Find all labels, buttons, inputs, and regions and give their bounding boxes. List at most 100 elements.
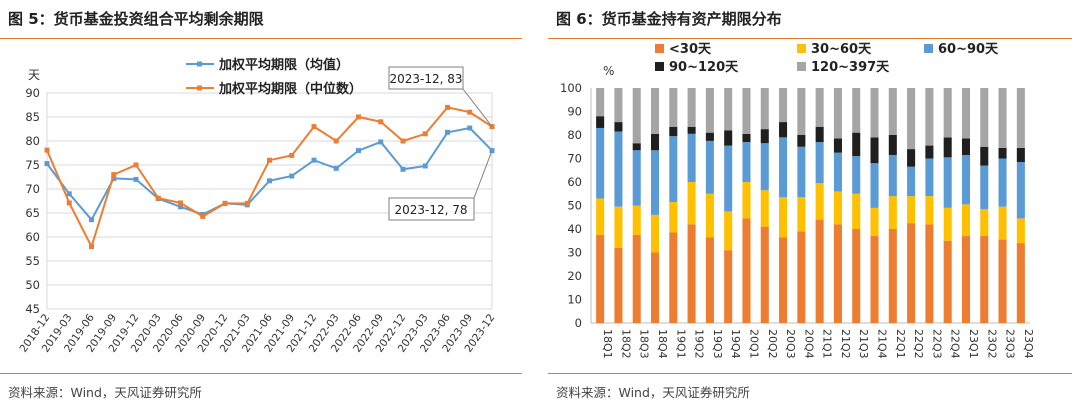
- chart-title-left: 图 5：货币基金投资组合平均剩余期限: [8, 10, 264, 28]
- title-rule-right: [548, 38, 1072, 39]
- right-panel: 图 6：货币基金持有资产期限分布 0 10 20 30 40 50 60 70 80 90 100%…: [548, 0, 1080, 414]
- bar-segment: [907, 166, 916, 197]
- callout-leader-bottom: [473, 150, 493, 199]
- bar-segment: [596, 198, 605, 235]
- bar-segment: [760, 190, 769, 227]
- legend-label: 加权平均期限（均值）: [218, 57, 349, 73]
- x-tick-label: 23Q1: [967, 329, 980, 359]
- bar-segment: [760, 129, 769, 144]
- bar-segment: [907, 88, 916, 150]
- x-tick-label: 23Q4: [1022, 329, 1035, 359]
- bar-segment: [998, 158, 1007, 207]
- data-point: [467, 125, 473, 131]
- bar-segment: [852, 132, 861, 157]
- bar-segment: [797, 231, 806, 323]
- legend-swatch: [924, 44, 933, 53]
- bar-segment: [888, 135, 897, 155]
- bar-segment: [888, 229, 897, 323]
- y-tick-label: 50: [567, 199, 582, 213]
- data-point: [311, 157, 317, 163]
- bar-segment: [687, 88, 696, 127]
- bar-segment: [632, 150, 641, 206]
- bar-segment: [870, 137, 879, 164]
- legend-swatch-marker: [197, 85, 202, 91]
- data-point: [133, 176, 139, 182]
- data-point: [155, 195, 161, 201]
- bar-segment: [925, 224, 934, 323]
- y-tick-label: 30: [567, 246, 582, 260]
- bottom-rule-right: [548, 373, 1072, 374]
- x-tick-label: 18Q1: [601, 329, 614, 359]
- bar-segment: [669, 232, 678, 323]
- bar-segment: [980, 146, 989, 166]
- bar-segment: [596, 116, 605, 128]
- data-point: [378, 119, 384, 125]
- x-tick-label: 21Q1: [821, 329, 834, 359]
- bar-segment: [614, 122, 623, 132]
- y-tick-label: 75: [25, 158, 40, 172]
- bar-segment: [907, 149, 916, 167]
- bar-segment: [833, 191, 842, 225]
- data-point: [178, 200, 183, 206]
- x-tick-label: 23Q2: [985, 329, 998, 359]
- x-tick-label: 22Q3: [930, 329, 943, 359]
- bar-segment: [724, 211, 733, 251]
- bar-segment: [760, 226, 769, 323]
- data-point: [244, 200, 250, 206]
- x-tick-label: 18Q4: [656, 329, 669, 359]
- bar-segment: [797, 88, 806, 135]
- bar-segment: [742, 88, 751, 134]
- data-point: [89, 217, 94, 223]
- data-point: [356, 114, 361, 120]
- bar-segment: [961, 138, 971, 155]
- legend-swatch: [655, 44, 664, 53]
- bar-segment: [1016, 88, 1025, 148]
- bar-segment: [833, 152, 842, 192]
- x-tick-label: 20Q4: [802, 329, 815, 359]
- x-tick-label: 19Q1: [674, 329, 687, 359]
- bar-segment: [650, 88, 660, 134]
- y-tick-label: 100: [560, 81, 582, 95]
- x-tick-label: 20Q2: [766, 329, 779, 359]
- bar-segment: [669, 136, 678, 202]
- legend-label: <30天: [669, 42, 712, 57]
- bar-segment: [632, 143, 641, 151]
- legend-label: 90~120天: [669, 60, 739, 75]
- x-tick-label: 20Q1: [747, 329, 760, 359]
- data-point: [200, 213, 206, 219]
- bar-segment: [632, 234, 641, 323]
- data-point: [66, 200, 72, 206]
- data-point: [400, 166, 406, 172]
- chart-title-right: 图 6：货币基金持有资产期限分布: [556, 10, 782, 28]
- y-tick-label: 50: [25, 278, 40, 292]
- bar-segment: [815, 88, 824, 127]
- bar-segment: [925, 145, 934, 159]
- bar-segment: [961, 154, 971, 205]
- y-tick-label: 80: [25, 134, 40, 148]
- bottom-rule-left: [0, 373, 522, 374]
- data-point: [222, 200, 228, 206]
- bar-segment: [705, 193, 714, 238]
- data-point: [111, 172, 117, 178]
- x-tick-label: 18Q3: [638, 329, 651, 359]
- callout-box-bottom: [388, 197, 475, 221]
- bar-segment: [632, 205, 641, 235]
- x-tick-label: 22Q4: [949, 329, 962, 359]
- bar-segment: [852, 229, 861, 323]
- bar-segment: [907, 223, 916, 323]
- data-point: [44, 147, 50, 153]
- bar-segment: [687, 126, 696, 134]
- legend-label: 加权平均期限（中位数）: [218, 81, 362, 97]
- bar-segment: [724, 88, 733, 131]
- bar-segment: [779, 237, 788, 323]
- x-tick-label: 18Q2: [619, 329, 632, 359]
- bar-segment: [650, 133, 660, 151]
- bar-segment: [1016, 243, 1025, 323]
- data-point: [356, 148, 361, 154]
- callout-top: 2023-12, 83: [389, 72, 462, 86]
- data-point: [400, 138, 406, 144]
- bar-segment: [687, 133, 696, 182]
- x-tick-label: 19Q3: [711, 329, 724, 359]
- bar-segment: [779, 122, 788, 138]
- source-note-right: 资料来源：Wind，天风证券研究所: [556, 385, 750, 400]
